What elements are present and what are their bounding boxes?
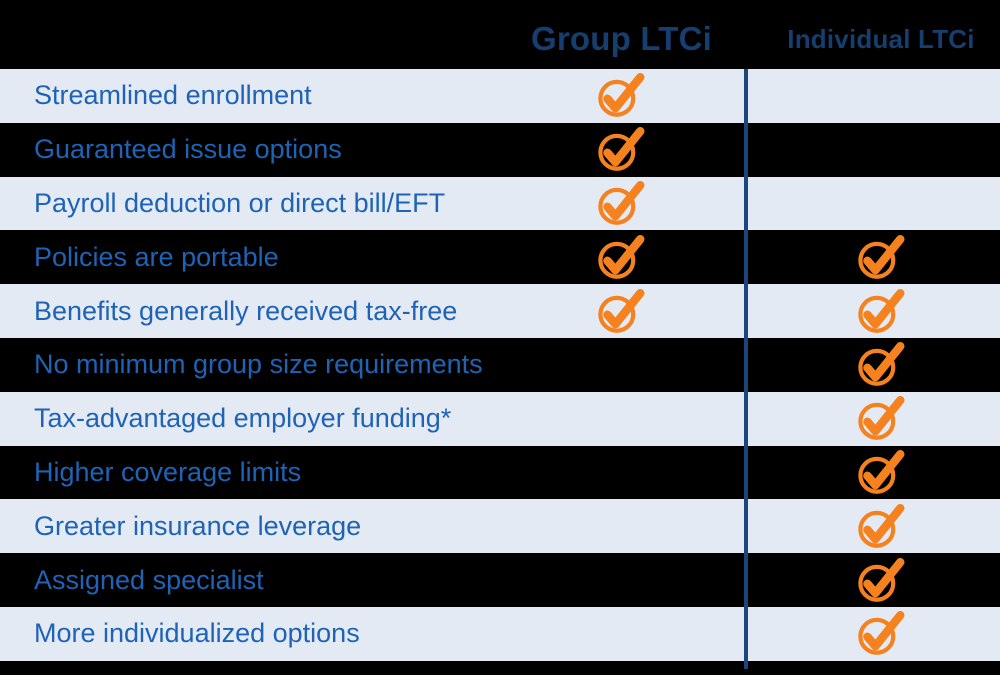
check-circle-icon xyxy=(598,288,645,334)
individual-ltci-cell xyxy=(746,230,1000,284)
check-circle-icon xyxy=(598,127,645,172)
check-circle-icon xyxy=(857,234,905,280)
check-circle-icon xyxy=(857,611,905,656)
table-header: Group LTCi Individual LTCi xyxy=(0,0,1000,69)
column-divider xyxy=(744,69,748,669)
row-label: Tax-advantaged employer funding* xyxy=(34,403,452,434)
individual-ltci-cell xyxy=(746,446,1000,500)
check-circle-icon xyxy=(857,288,905,334)
check-circle-icon xyxy=(857,449,905,495)
group-ltci-cell xyxy=(497,284,746,338)
column-header-group-ltci: Group LTCi xyxy=(530,20,713,57)
row-label: Benefits generally received tax-free xyxy=(34,295,458,326)
group-ltci-cell xyxy=(497,392,746,446)
group-ltci-cell xyxy=(497,69,746,123)
table-row: Benefits generally received tax-free xyxy=(0,284,1000,338)
row-label: Greater insurance leverage xyxy=(34,510,362,541)
individual-ltci-cell xyxy=(746,607,1000,661)
column-header-individual-ltci: Individual LTCi xyxy=(787,23,975,54)
table-row: Tax-advantaged employer funding* xyxy=(0,391,1000,446)
table-row: Higher coverage limits xyxy=(0,446,1000,500)
table-row: Streamlined enrollment xyxy=(0,69,1000,123)
table-row: No minimum group size requirements xyxy=(0,338,1000,392)
group-ltci-cell xyxy=(497,607,746,661)
group-ltci-cell xyxy=(497,177,746,231)
individual-ltci-cell xyxy=(746,392,1000,446)
check-circle-icon xyxy=(857,557,905,603)
table-row: Greater insurance leverage xyxy=(0,499,1000,554)
check-circle-icon xyxy=(857,503,905,549)
row-label: Guaranteed issue options xyxy=(34,134,342,165)
row-label: More individualized options xyxy=(34,618,360,649)
row-label: Payroll deduction or direct bill/EFT xyxy=(34,187,446,218)
individual-ltci-cell xyxy=(746,177,1000,231)
check-circle-icon xyxy=(598,234,645,280)
row-label: Higher coverage limits xyxy=(34,456,302,487)
row-label: Policies are portable xyxy=(34,241,279,272)
check-circle-icon xyxy=(598,180,645,226)
individual-ltci-cell xyxy=(746,338,1000,392)
group-ltci-cell xyxy=(497,123,746,177)
table-row: Assigned specialist xyxy=(0,553,1000,607)
individual-ltci-cell xyxy=(746,553,1000,607)
check-circle-icon xyxy=(598,73,645,118)
group-ltci-cell xyxy=(497,230,746,284)
table-row: More individualized options xyxy=(0,606,1000,661)
individual-ltci-cell xyxy=(746,69,1000,123)
check-circle-icon xyxy=(857,342,905,387)
group-ltci-cell xyxy=(497,338,746,392)
group-ltci-cell xyxy=(497,553,746,607)
check-circle-icon xyxy=(857,396,905,441)
table-row: Policies are portable xyxy=(0,230,1000,284)
individual-ltci-cell xyxy=(746,123,1000,177)
group-ltci-cell xyxy=(497,499,746,553)
table-row: Guaranteed issue options xyxy=(0,123,1000,177)
row-label: Streamlined enrollment xyxy=(34,80,312,111)
individual-ltci-cell xyxy=(746,499,1000,553)
table-body: Streamlined enrollment Guaran xyxy=(0,69,1000,661)
row-label: No minimum group size requirements xyxy=(34,349,483,380)
group-ltci-cell xyxy=(497,446,746,500)
table-row: Payroll deduction or direct bill/EFT xyxy=(0,176,1000,231)
individual-ltci-cell xyxy=(746,284,1000,338)
row-label: Assigned specialist xyxy=(34,564,264,595)
